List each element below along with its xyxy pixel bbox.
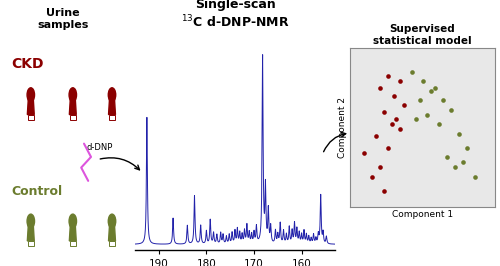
Circle shape	[69, 88, 76, 102]
Point	[380, 189, 388, 193]
Point	[459, 160, 467, 164]
Circle shape	[108, 88, 116, 102]
Y-axis label: Component 2: Component 2	[338, 97, 347, 158]
Point	[416, 98, 424, 102]
Polygon shape	[108, 226, 116, 241]
Text: Control: Control	[11, 185, 63, 198]
Point	[408, 70, 416, 74]
Point	[396, 127, 404, 131]
Circle shape	[108, 214, 116, 228]
Point	[360, 151, 368, 155]
Polygon shape	[28, 226, 34, 241]
Point	[424, 113, 432, 117]
Point	[390, 93, 398, 98]
Point	[471, 174, 479, 179]
Point	[384, 74, 392, 78]
Polygon shape	[108, 99, 116, 115]
Point	[396, 79, 404, 83]
Point	[455, 131, 463, 136]
Title: Single-scan
$^{13}$C d-DNP-NMR: Single-scan $^{13}$C d-DNP-NMR	[180, 0, 290, 31]
Text: CKD: CKD	[11, 57, 44, 71]
Point	[400, 103, 407, 107]
Point	[368, 174, 376, 179]
Point	[384, 146, 392, 150]
Polygon shape	[70, 226, 76, 241]
Point	[388, 122, 396, 126]
Point	[428, 89, 436, 93]
Title: Supervised
statistical model: Supervised statistical model	[373, 24, 472, 46]
Point	[444, 155, 452, 160]
Text: d-DNP: d-DNP	[87, 143, 113, 152]
Point	[376, 86, 384, 90]
Point	[372, 134, 380, 138]
Point	[380, 110, 388, 114]
Circle shape	[69, 214, 76, 228]
Point	[392, 117, 400, 122]
Polygon shape	[70, 99, 76, 115]
Polygon shape	[28, 99, 34, 115]
Circle shape	[27, 88, 34, 102]
Point	[420, 79, 428, 83]
Point	[376, 165, 384, 169]
Point	[432, 86, 440, 90]
X-axis label: Component 1: Component 1	[392, 210, 453, 219]
Point	[412, 117, 420, 122]
Point	[436, 122, 444, 126]
Circle shape	[27, 214, 34, 228]
Point	[463, 146, 471, 150]
Point	[440, 98, 448, 102]
Point	[452, 165, 460, 169]
Point	[448, 108, 456, 112]
Text: Urine
samples: Urine samples	[38, 8, 88, 30]
